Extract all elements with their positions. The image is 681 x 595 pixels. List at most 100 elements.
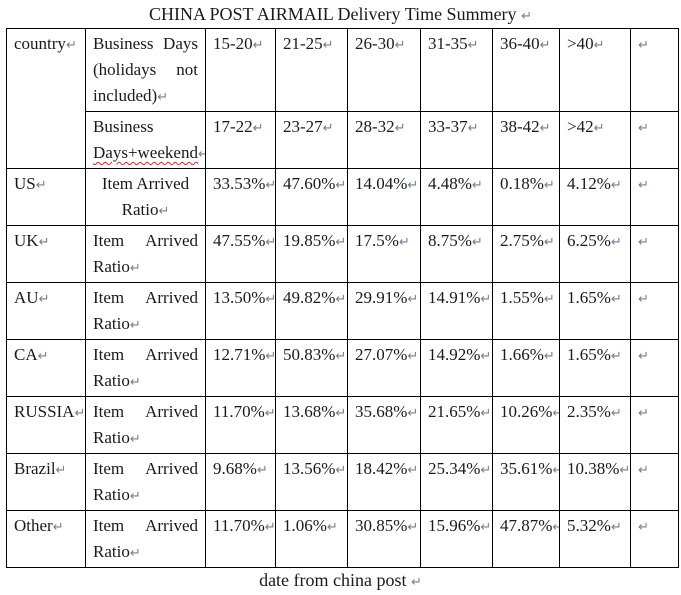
return-mark: ↵ [552,406,558,421]
ratio-value: 5.32% [567,516,611,535]
country-cell: Other↵ [6,510,86,568]
country-header-cell: country↵ [6,28,86,169]
ratio-label: Item Arrived Ratio [93,345,198,390]
footer-note: date from china post ↵ [0,568,681,592]
return-mark: ↵ [158,204,170,219]
return-mark: ↵ [480,349,492,364]
return-mark: ↵ [129,375,141,390]
return-mark: ↵ [480,292,492,307]
range-label: 38-42 [500,117,540,136]
ratio-value-cell: 13.50%↵ [205,282,276,340]
ratio-value: 1.55% [500,288,544,307]
ratio-value: 9.68% [213,459,257,478]
ratio-value-cell: 30.85%↵ [347,510,421,568]
return-mark: ↵ [335,349,347,364]
country-cell: AU↵ [6,282,86,340]
range-label: 36-40 [500,34,540,53]
return-mark: ↵ [335,178,347,193]
table-row-brazil: Brazil↵ Item Arrived Ratio↵ 9.68%↵ 13.56… [6,453,679,511]
return-mark: ↵ [129,489,141,504]
country-label: AU [14,288,39,307]
return-mark: ↵ [471,235,483,250]
ratio-value-cell: 21.65%↵ [420,396,493,454]
country-cell: US↵ [6,168,86,226]
range-label: >42 [567,117,594,136]
return-mark: ↵ [638,235,649,250]
ratio-value: 14.04% [355,174,408,193]
return-mark: ↵ [539,121,551,136]
return-mark: ↵ [543,349,555,364]
range-label: 15-20 [213,34,253,53]
range-cell: 15-20↵ [205,28,276,112]
return-mark: ↵ [335,463,347,478]
empty-cell: ↵ [630,453,679,511]
ratio-value: 18.42% [355,459,408,478]
ratio-label-cell: Item Arrived Ratio↵ [85,225,206,283]
return-mark: ↵ [407,178,419,193]
return-mark: ↵ [256,463,268,478]
table-row-us: US↵ Item Arrived Ratio↵ 33.53%↵ 47.60%↵ … [6,168,679,226]
ratio-value: 12.71% [213,345,266,364]
ratio-value-cell: 1.55%↵ [492,282,560,340]
ratio-value: 4.12% [567,174,611,193]
return-mark: ↵ [394,38,406,53]
ratio-value-cell: 47.87%↵ [492,510,560,568]
ratio-value: 19.85% [283,231,336,250]
return-mark: ↵ [610,178,622,193]
ratio-value: 1.65% [567,345,611,364]
ratio-value-cell: 49.82%↵ [275,282,348,340]
range-cell: 26-30↵ [347,28,421,112]
empty-cell: ↵ [630,510,679,568]
range-label: 23-27 [283,117,323,136]
delivery-time-table: country↵ Business Days (holidays not inc… [6,28,679,568]
range-cell: 21-25↵ [275,28,348,112]
return-mark: ↵ [467,121,479,136]
ratio-value: 35.68% [355,402,408,421]
ratio-value: 33.53% [213,174,266,193]
return-mark: ↵ [552,463,558,478]
range-cell: 33-37↵ [420,111,493,169]
return-mark: ↵ [543,292,555,307]
return-mark: ↵ [264,520,276,535]
return-mark: ↵ [157,90,169,105]
ratio-value: 13.50% [213,288,266,307]
return-mark: ↵ [610,406,622,421]
ratio-value-cell: 5.32%↵ [559,510,631,568]
ratio-value-cell: 10.38%↵ [559,453,631,511]
return-mark: ↵ [407,463,419,478]
ratio-label-cell: Item Arrived Ratio↵ [85,282,206,340]
ratio-value-cell: 10.26%↵ [492,396,560,454]
return-mark: ↵ [322,121,334,136]
range-label: 26-30 [355,34,395,53]
range-label: >40 [567,34,594,53]
return-mark: ↵ [322,38,334,53]
ratio-value: 1.65% [567,288,611,307]
ratio-value-cell: 17.5%↵ [347,225,421,283]
return-mark: ↵ [265,292,276,307]
header-row-business-days: country↵ Business Days (holidays not inc… [6,28,679,169]
range-label: 31-35 [428,34,468,53]
return-mark: ↵ [593,121,605,136]
ratio-label-cell: Item Arrived Ratio↵ [85,339,206,397]
ratio-value-cell: 13.56%↵ [275,453,348,511]
return-mark: ↵ [407,520,419,535]
empty-cell: ↵ [630,396,679,454]
return-mark: ↵ [480,520,492,535]
empty-cell: ↵ [630,339,679,397]
ratio-value-cell: 35.61%↵ [492,453,560,511]
return-mark: ↵ [129,261,141,276]
ratio-value-cell: 33.53%↵ [205,168,276,226]
ratio-label: Item Arrived Ratio [93,288,198,333]
ratio-value-cell: 8.75%↵ [420,225,493,283]
range-cell: 36-40↵ [492,28,560,112]
country-label: Brazil [14,459,56,478]
ratio-value-cell: 2.35%↵ [559,396,631,454]
ratio-value-cell: 4.12%↵ [559,168,631,226]
return-mark: ↵ [52,520,64,535]
return-mark: ↵ [543,178,555,193]
ratio-label-cell: Item Arrived Ratio↵ [85,510,206,568]
empty-cell: ↵ [630,225,679,283]
ratio-value-cell: 14.04%↵ [347,168,421,226]
ratio-value: 14.92% [428,345,481,364]
ratio-value-cell: 15.96%↵ [420,510,493,568]
